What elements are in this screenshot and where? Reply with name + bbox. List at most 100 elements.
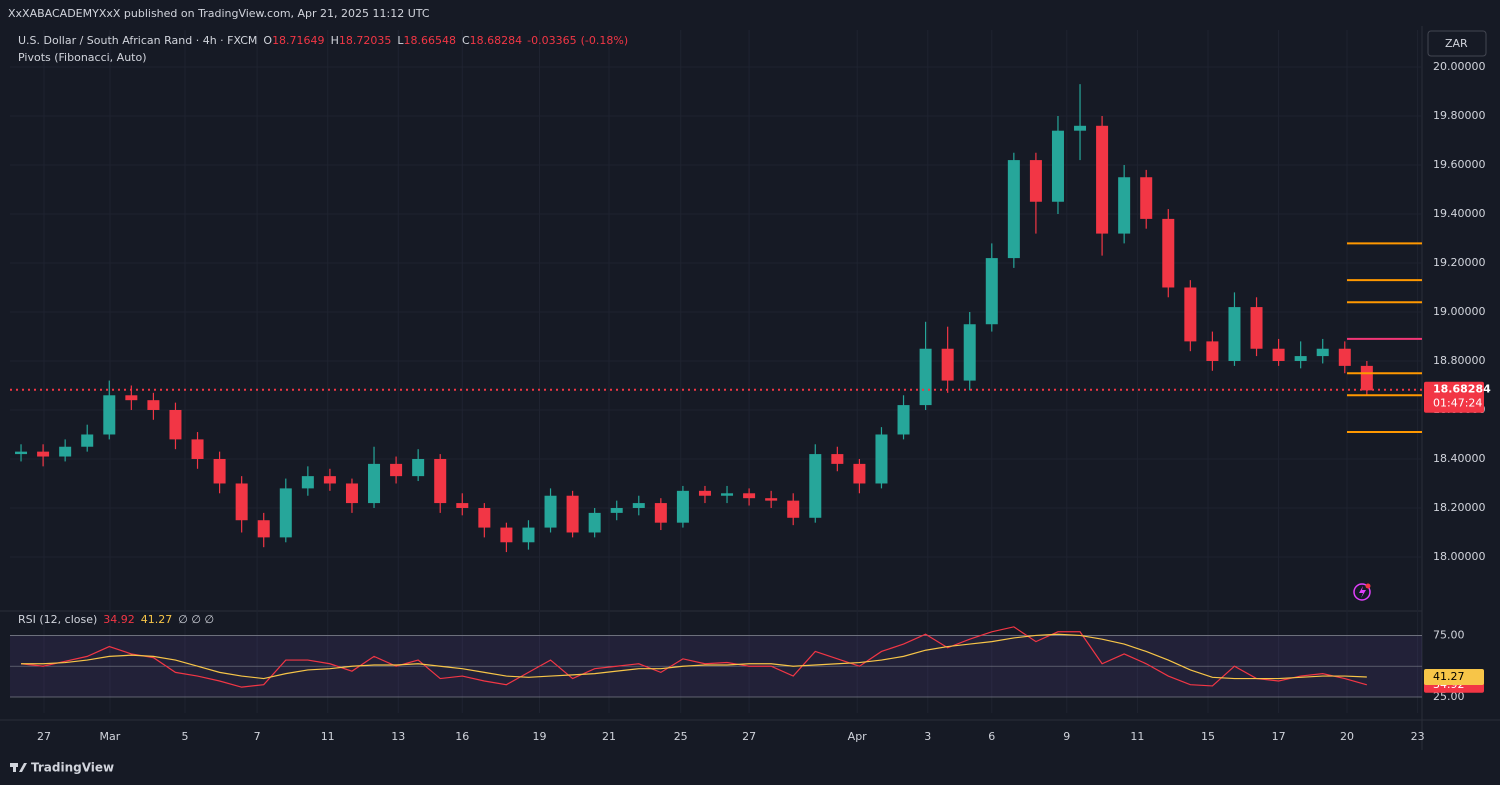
x-tick-label: 7	[254, 730, 261, 743]
candle-body	[37, 451, 50, 457]
y-tick-label: 19.20000	[1433, 256, 1486, 269]
ohlc-key: C	[462, 34, 470, 47]
candle-body	[831, 454, 844, 464]
candle-body	[456, 503, 469, 508]
rsi-title: RSI (12, close)	[18, 613, 97, 626]
y-tick-label: 19.80000	[1433, 109, 1486, 122]
candle-body	[698, 490, 711, 496]
rsi-legend-value: 34.92	[103, 613, 135, 626]
x-tick-label: 3	[924, 730, 931, 743]
candle-body	[610, 507, 623, 513]
ohlc-value: 18.68284	[470, 34, 523, 47]
candle-body	[103, 395, 116, 435]
candle-body	[191, 439, 204, 459]
candle-body	[1250, 307, 1263, 349]
ohlc-key: O	[263, 34, 272, 47]
x-tick-label: 25	[674, 730, 688, 743]
y-tick-label: 18.00000	[1433, 550, 1486, 563]
countdown: 01:47:24	[1433, 397, 1482, 410]
candle-body	[368, 463, 381, 504]
x-tick-label: 17	[1272, 730, 1286, 743]
candle-body	[1316, 348, 1329, 357]
candle-body	[963, 324, 976, 381]
ohlc-value: 18.66548	[403, 34, 456, 47]
currency[interactable]: ZAR	[1445, 37, 1468, 50]
candle-body	[1074, 125, 1087, 131]
candle-body	[985, 258, 998, 325]
candle-body	[765, 498, 778, 501]
candle-body	[897, 405, 910, 435]
y-tick-label: 25.00	[1433, 690, 1465, 703]
candle-body	[566, 495, 579, 533]
y-tick-label: 75.00	[1433, 628, 1465, 641]
candle-body	[323, 476, 336, 484]
x-tick-label: 23	[1411, 730, 1425, 743]
x-tick-label: 15	[1201, 730, 1215, 743]
y-tick-label: 20.00000	[1433, 60, 1486, 73]
rsi-legend-value: 41.27	[141, 613, 173, 626]
candle-body	[81, 434, 94, 447]
candle-body	[390, 463, 403, 477]
candle-body	[1338, 348, 1351, 366]
change: -0.03365	[527, 34, 576, 47]
candle-body	[721, 493, 734, 496]
rsi-line	[21, 633, 1367, 680]
x-tick-label: 13	[391, 730, 405, 743]
candle-body	[125, 395, 138, 401]
y-tick-label: 18.20000	[1433, 501, 1486, 514]
y-tick-label: 18.40000	[1433, 452, 1486, 465]
ohlc-value: 18.72035	[339, 34, 392, 47]
candle-body	[1272, 348, 1285, 361]
x-tick-label: 16	[455, 730, 469, 743]
candle-body	[1162, 218, 1175, 288]
ohlc-key: H	[331, 34, 339, 47]
last-price-tag	[1424, 381, 1484, 413]
change-percent: (-0.18%)	[581, 34, 629, 47]
x-tick-label: 21	[602, 730, 616, 743]
candle-body	[345, 483, 358, 504]
candle-body	[1228, 307, 1241, 361]
y-tick-label: 18.80000	[1433, 354, 1486, 367]
candle-body	[1007, 160, 1020, 259]
candle-body	[169, 409, 182, 440]
symbol-title: U.S. Dollar / South African Rand · 4h · …	[18, 34, 257, 47]
candle-body	[15, 451, 28, 455]
rsi-legend: RSI (12, close) 34.92 41.27 ∅ ∅ ∅	[18, 613, 214, 626]
candle-body	[1029, 160, 1042, 202]
x-tick-label: 19	[533, 730, 547, 743]
alert-icon[interactable]	[1353, 583, 1371, 601]
x-tick-label: 5	[181, 730, 188, 743]
x-tick-label: 6	[988, 730, 995, 743]
candle-body	[654, 503, 667, 523]
candle-body	[412, 458, 425, 477]
rsi-tag-value: 41.27	[1433, 670, 1465, 683]
publisher: XxXABACADEMYXxX published on TradingView…	[8, 7, 430, 20]
y-tick-label: 19.60000	[1433, 158, 1486, 171]
candle-body	[279, 488, 292, 538]
x-tick-label: 9	[1063, 730, 1070, 743]
x-tick-label: 27	[37, 730, 51, 743]
rsi-tag	[1424, 668, 1484, 685]
currency-box[interactable]	[1427, 30, 1487, 57]
candle-body	[1360, 365, 1373, 391]
candle-body	[1118, 177, 1131, 234]
candle-body	[853, 463, 866, 484]
ohlc-value: 18.71649	[272, 34, 325, 47]
candle-body	[59, 446, 72, 457]
candle-body	[301, 476, 314, 489]
candle-body	[1294, 356, 1307, 361]
candle-body	[743, 493, 756, 499]
ohlc-key: L	[397, 34, 404, 47]
candle-body	[676, 490, 689, 523]
y-tick-label: 19.40000	[1433, 207, 1486, 220]
candle-body	[500, 527, 513, 543]
x-tick-label: Mar	[100, 730, 121, 743]
x-tick-label: 11	[321, 730, 335, 743]
candle-body	[875, 434, 888, 484]
candle-body	[1051, 130, 1064, 202]
candle-body	[434, 458, 447, 504]
candle-body	[632, 503, 645, 508]
candle-body	[147, 400, 160, 410]
